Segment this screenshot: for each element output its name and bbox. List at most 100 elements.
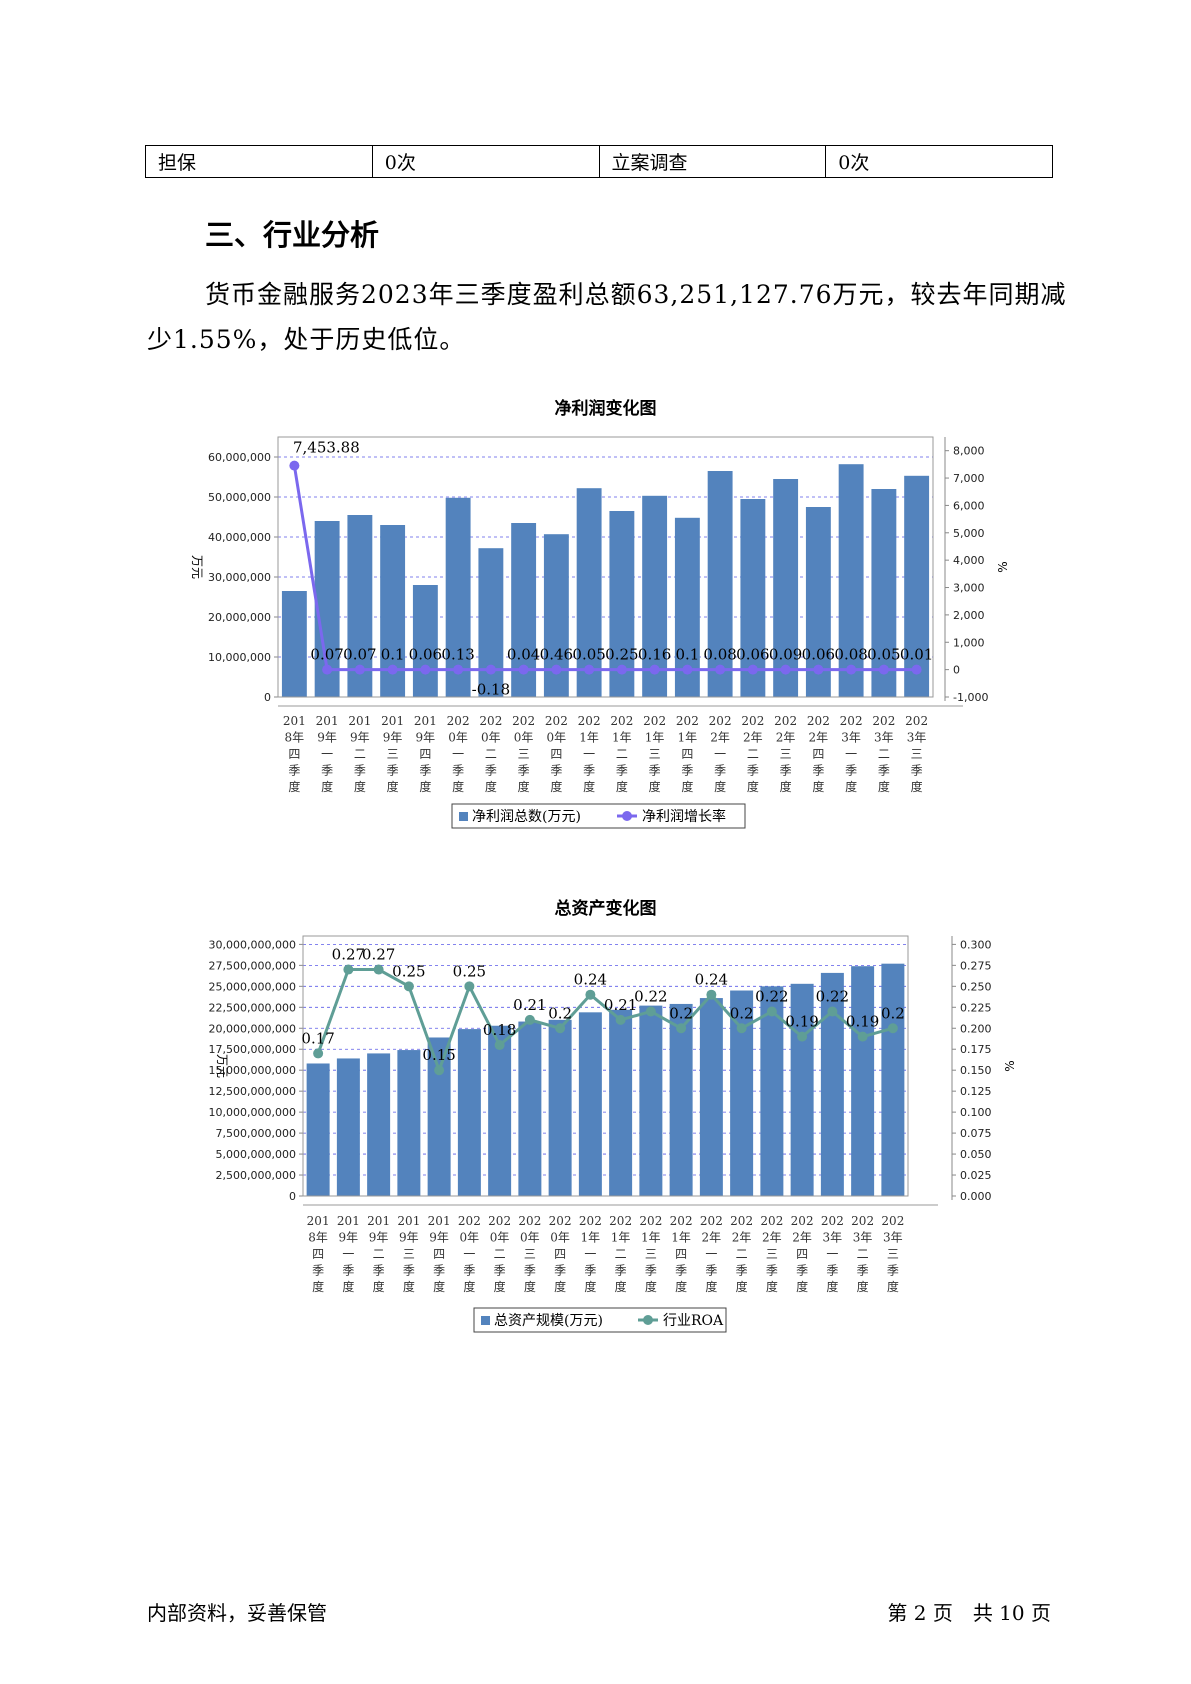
- legend-line-label: 净利润增长率: [642, 808, 726, 825]
- y2-tick-label: 0.100: [960, 1106, 992, 1119]
- y-tick-label: 5,000,000,000: [216, 1148, 296, 1161]
- line-point: [555, 1023, 566, 1034]
- table-row: 担保 0次 立案调查 0次: [145, 145, 1053, 178]
- x-tick-label: 202 3年三季度: [905, 714, 928, 794]
- bar: [760, 986, 784, 1196]
- data-label: 0.2: [881, 1004, 905, 1022]
- y-tick-label: 12,500,000,000: [209, 1085, 296, 1098]
- data-label: 0.16: [638, 646, 671, 664]
- x-tick-label: 202 3年一季度: [821, 1214, 844, 1294]
- x-tick-label: 201 9年四季度: [414, 714, 437, 794]
- x-tick-label: 201 9年二季度: [348, 714, 371, 794]
- data-label: 0.1: [381, 646, 405, 664]
- x-tick-label: 202 0年一季度: [447, 714, 470, 794]
- table-cell: 担保: [145, 145, 373, 178]
- plot-frame: [302, 935, 909, 1197]
- data-label: 0.15: [422, 1046, 455, 1064]
- x-tick-label: 202 1年二季度: [610, 714, 633, 794]
- bar: [518, 1021, 542, 1196]
- bar: [445, 497, 471, 697]
- bar: [397, 1050, 421, 1196]
- line-point: [797, 1031, 808, 1042]
- y-tick-label: 0: [264, 691, 271, 704]
- y-axis-label: 万元: [190, 555, 204, 579]
- y2-tick-label: 0.125: [960, 1085, 992, 1098]
- x-tick-label: 202 2年一季度: [709, 714, 732, 794]
- x-tick-label: 202 1年二季度: [609, 1214, 632, 1294]
- line-point: [584, 664, 595, 675]
- footer-confidential: 内部资料，妥善保管: [147, 1601, 327, 1625]
- x-tick-label: 202 2年三季度: [760, 1214, 783, 1294]
- y-tick-label: 22,500,000,000: [209, 1001, 296, 1014]
- line-point: [857, 1031, 868, 1042]
- bar: [457, 1029, 481, 1196]
- x-tick-label: 201 9年四季度: [428, 1214, 451, 1294]
- line-point: [551, 664, 562, 675]
- data-label: 0.08: [834, 646, 867, 664]
- footer-page-number: 第 2 页 共 10 页: [887, 1601, 1051, 1625]
- bar: [488, 1025, 512, 1196]
- line-point: [780, 664, 791, 675]
- data-label: 0.2: [548, 1004, 572, 1022]
- data-label: 0.25: [392, 962, 425, 980]
- data-label: 0.04: [507, 646, 540, 664]
- data-label: 0.2: [669, 1004, 693, 1022]
- y-tick-label: 20,000,000: [208, 611, 271, 624]
- legend-line-marker: [643, 1315, 653, 1325]
- chart-title: 总资产变化图: [555, 898, 657, 919]
- y-tick-label: 40,000,000: [208, 531, 271, 544]
- line-point: [645, 1006, 656, 1017]
- line-point: [464, 981, 475, 992]
- x-tick-label: 201 8年四季度: [283, 714, 306, 794]
- line-point: [453, 664, 464, 675]
- line-point: [387, 664, 398, 675]
- bar: [427, 1037, 451, 1196]
- line-point: [676, 1023, 687, 1034]
- y-tick-label: 0: [289, 1190, 296, 1203]
- y2-tick-label: -1,000: [953, 691, 988, 704]
- bar: [904, 475, 930, 697]
- y-tick-label: 17,500,000,000: [209, 1043, 296, 1056]
- line-point: [494, 1040, 505, 1051]
- line-point: [887, 1023, 898, 1034]
- y-tick-label: 60,000,000: [208, 451, 271, 464]
- bar: [639, 1005, 663, 1196]
- line-point: [434, 1065, 445, 1076]
- line-point: [827, 1006, 838, 1017]
- line-point: [585, 989, 596, 1000]
- line-point: [813, 664, 824, 675]
- summary-paragraph: 货币金融服务2023年三季度盈利总额63,251,127.76万元，较去年同期减…: [147, 280, 1067, 354]
- x-tick-label: 201 8年四季度: [307, 1214, 330, 1294]
- x-tick-label: 202 0年二季度: [479, 714, 502, 794]
- line-point: [616, 664, 627, 675]
- data-label: 0.01: [900, 646, 933, 664]
- y2-tick-label: 7,000: [953, 472, 985, 485]
- table-cell: 立案调查: [598, 145, 827, 178]
- x-tick-label: 202 0年三季度: [512, 714, 535, 794]
- bar: [576, 488, 602, 697]
- data-label: 0.25: [453, 962, 486, 980]
- chart-title: 净利润变化图: [555, 398, 657, 419]
- y2-tick-label: 4,000: [953, 554, 985, 567]
- data-label: 0.24: [695, 971, 728, 989]
- line-point: [518, 664, 529, 675]
- data-label: 0.07: [310, 646, 343, 664]
- y2-tick-label: 3,000: [953, 582, 985, 595]
- net-profit-chart: 净利润变化图 0 10,000,000 20,000,000 30,000,000 40,…: [190, 398, 1010, 829]
- line-point: [524, 1014, 535, 1025]
- data-label: 0.21: [513, 996, 546, 1014]
- x-tick-label: 201 9年三季度: [381, 714, 404, 794]
- x-tick-label: 201 9年二季度: [367, 1214, 390, 1294]
- x-tick-label: 202 0年一季度: [458, 1214, 481, 1294]
- series-line: [316, 968, 894, 1072]
- data-label: 0.06: [736, 646, 769, 664]
- line-point: [373, 964, 384, 975]
- x-tick-label: 202 1年三季度: [639, 1214, 662, 1294]
- data-label: 0.21: [604, 996, 637, 1014]
- bar: [669, 1003, 693, 1196]
- bar: [838, 464, 864, 697]
- x-tick-label: 202 0年四季度: [549, 1214, 572, 1294]
- data-label: 0.22: [634, 987, 667, 1005]
- bar: [609, 1009, 633, 1196]
- y2-tick-label: 0: [953, 664, 960, 677]
